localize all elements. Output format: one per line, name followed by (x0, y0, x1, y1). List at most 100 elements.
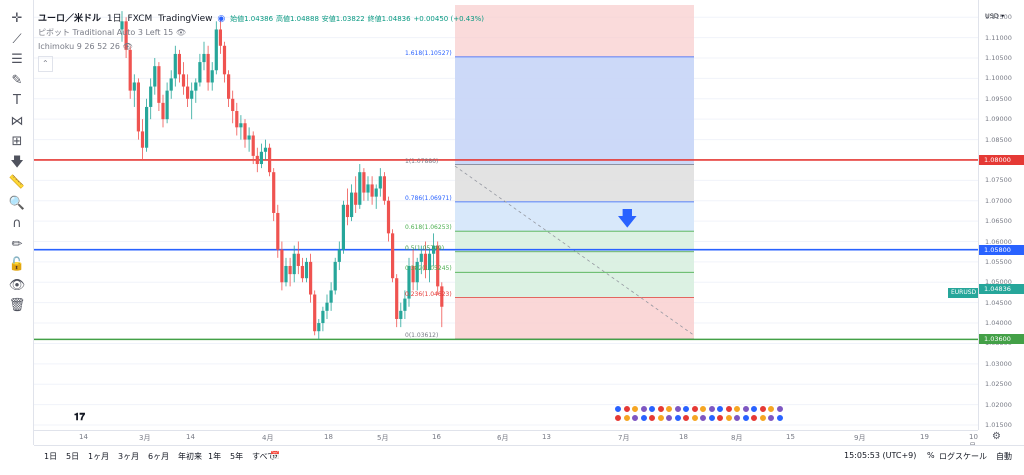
event-badge-icon[interactable] (741, 414, 750, 422)
range-button[interactable]: 1日 (44, 452, 58, 461)
pattern-icon[interactable]: ⋈ (10, 113, 24, 129)
event-badge-icon[interactable] (639, 405, 648, 413)
event-badge-icon[interactable] (631, 405, 639, 413)
event-badge-icon[interactable] (673, 405, 682, 413)
event-badge-icon[interactable] (741, 405, 750, 413)
percent-toggle[interactable]: % (927, 451, 935, 460)
brush-icon[interactable]: ✎ (11, 72, 23, 88)
economic-events[interactable] (614, 405, 794, 427)
candle-body (296, 253, 300, 266)
range-button[interactable]: 5年 (230, 452, 244, 461)
event-badge-icon[interactable] (682, 414, 690, 422)
range-button[interactable]: 6ヶ月 (148, 452, 170, 461)
chart-pane[interactable]: ユーロ／米ドル 1日 FXCM TradingView ◉ 始値1.04386 … (34, 0, 978, 430)
event-badge-icon[interactable] (750, 405, 758, 413)
replay-icon[interactable]: ◉ (217, 14, 226, 24)
magnet-icon[interactable]: ∩ (12, 216, 22, 231)
event-badge-icon[interactable] (682, 405, 690, 413)
candle-body (186, 86, 190, 99)
time-tick: 14 (79, 433, 88, 441)
event-badge-icon[interactable] (733, 405, 741, 413)
eye-icon[interactable]: 👁 (122, 42, 133, 51)
event-badge-icon[interactable] (656, 405, 665, 413)
zoom-icon[interactable]: 🔍 (8, 195, 26, 211)
gear-icon[interactable]: ⚙ (992, 431, 1001, 442)
event-badge-icon[interactable] (767, 405, 775, 413)
crosshair-icon[interactable]: ✛ (11, 11, 23, 26)
event-badge-icon[interactable] (622, 414, 631, 422)
price-axis[interactable]: USD ▾ 1.11500 1.11000 1.10500 1.10000 1.0950… (978, 0, 1024, 430)
fib-icon[interactable]: ☰ (11, 52, 23, 67)
event-badge-icon[interactable] (690, 405, 699, 413)
event-badge-icon[interactable] (656, 414, 665, 422)
event-badge-icon[interactable] (699, 405, 707, 413)
event-badge-icon[interactable] (767, 414, 775, 422)
indicator-pivot[interactable]: ピボット Traditional Auto 3 Left 15 👁 (38, 28, 186, 37)
candle-body (268, 147, 272, 173)
event-badge-icon[interactable] (631, 414, 639, 422)
event-badge-icon[interactable] (716, 405, 724, 413)
event-badge-icon[interactable] (665, 414, 673, 422)
interval-label[interactable]: 1日 (106, 14, 122, 24)
time-axis[interactable]: 143月144月185月166月137月188月159月1910月 (34, 430, 978, 450)
event-badge-icon[interactable] (699, 414, 707, 422)
range-button[interactable]: すべて (252, 452, 276, 461)
range-button[interactable]: 1ヶ月 (88, 452, 110, 461)
event-badge-icon[interactable] (690, 414, 699, 422)
event-badge-icon[interactable] (614, 414, 622, 422)
event-badge-icon[interactable] (750, 414, 758, 422)
event-badge-icon[interactable] (758, 414, 767, 422)
range-button[interactable]: 3ヶ月 (118, 452, 140, 461)
chart-canvas[interactable] (34, 0, 978, 430)
collapse-legend-button[interactable]: ⌃ (38, 56, 53, 72)
event-badge-icon[interactable] (758, 405, 767, 413)
event-badge-icon[interactable] (716, 414, 724, 422)
time-tick: 16 (432, 433, 441, 441)
candle-body (218, 29, 222, 46)
unlock-icon[interactable]: 🔓 (8, 257, 26, 272)
event-badge-icon[interactable] (648, 405, 656, 413)
trash-icon[interactable]: 🗑 (8, 298, 26, 313)
candle-body (235, 111, 239, 128)
range-button[interactable]: 1年 (208, 452, 222, 461)
eye-icon[interactable]: 👁 (8, 277, 26, 293)
indicator-ichimoku[interactable]: Ichimoku 9 26 52 26 👁 (38, 42, 133, 51)
trendline-icon[interactable]: ⟋ (12, 31, 22, 47)
candle-body (227, 74, 231, 99)
range-button[interactable]: 5日 (66, 452, 80, 461)
currency-selector[interactable]: USD ▾ (985, 12, 1005, 20)
date-range-icon[interactable]: 📅 (270, 451, 280, 460)
log-scale-toggle[interactable]: ログスケール (939, 452, 987, 461)
event-badge-icon[interactable] (673, 414, 682, 422)
last-price-tag: 1.04836 (979, 283, 1024, 294)
event-badge-icon[interactable] (724, 405, 733, 413)
lock-drawings-icon[interactable]: ✏ (11, 236, 23, 252)
clock-time[interactable]: 15:05:53 (UTC+9) (844, 451, 917, 460)
auto-scale-toggle[interactable]: 自動 (996, 452, 1012, 461)
candle-body (239, 123, 243, 128)
fib-level-label: 0.382(1.05245) (405, 265, 452, 273)
event-badge-icon[interactable] (724, 414, 733, 422)
arrow-down-marker-icon[interactable]: 🡇 (617, 206, 638, 230)
ruler-icon[interactable]: 📏 (8, 175, 26, 190)
range-button[interactable]: 年初来 (178, 452, 202, 461)
event-badge-icon[interactable] (733, 414, 741, 422)
price-tick: 1.04500 (985, 298, 1012, 307)
event-badge-icon[interactable] (665, 405, 673, 413)
event-badge-icon[interactable] (639, 414, 648, 422)
candle-body (337, 249, 341, 262)
tradingview-logo-icon[interactable]: 𝟏𝟕 (74, 412, 86, 423)
arrow-down-icon[interactable]: 🡇 (10, 154, 24, 170)
candle-body (358, 172, 362, 205)
eye-icon[interactable]: 👁 (175, 28, 186, 37)
event-badge-icon[interactable] (614, 405, 622, 413)
text-icon[interactable]: T (13, 93, 21, 108)
event-badge-icon[interactable] (775, 405, 784, 413)
event-badge-icon[interactable] (648, 414, 656, 422)
measure-icon[interactable]: ⊞ (11, 134, 23, 149)
event-badge-icon[interactable] (622, 405, 631, 413)
event-badge-icon[interactable] (707, 414, 716, 422)
symbol-name[interactable]: ユーロ／米ドル (38, 14, 102, 24)
event-badge-icon[interactable] (707, 405, 716, 413)
event-badge-icon[interactable] (775, 414, 784, 422)
